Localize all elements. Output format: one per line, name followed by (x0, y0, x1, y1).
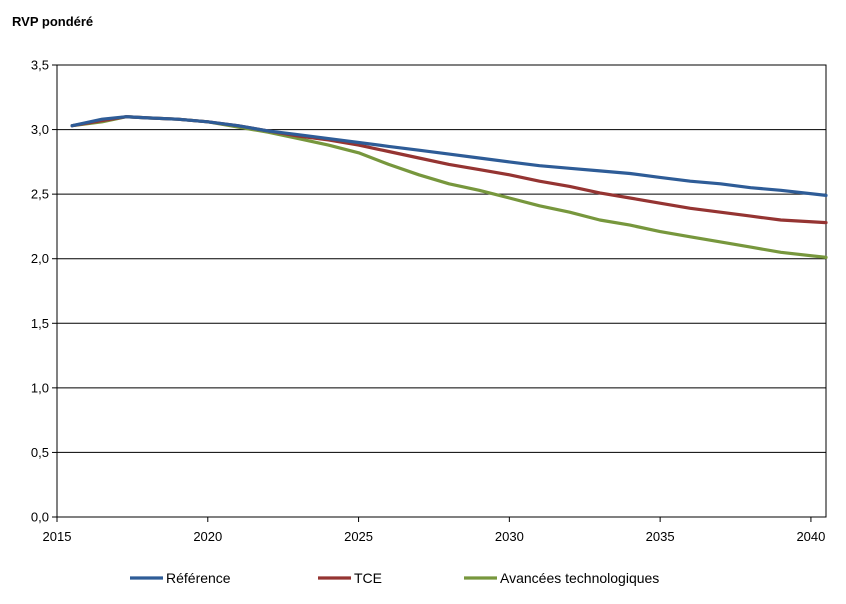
y-tick-label: 2,5 (31, 187, 49, 202)
x-tick-label: 2015 (43, 529, 72, 544)
x-axis: 2015 2020 2025 2030 2035 2040 (43, 517, 825, 544)
legend-item: Avancées technologiques (464, 570, 659, 586)
y-tick-label: 3,0 (31, 122, 49, 137)
y-tick-label: 1,0 (31, 380, 49, 395)
legend: Référence TCE Avancées technologiques (130, 570, 659, 586)
series-line-tce (70, 115, 828, 225)
plot-area (56, 64, 827, 518)
legend-label: TCE (354, 570, 382, 586)
series-lines (70, 115, 828, 259)
x-tick-label: 2030 (495, 529, 524, 544)
series-line-r-f-rence (70, 115, 828, 197)
x-tick-label: 2025 (344, 529, 373, 544)
y-tick-label: 0,5 (31, 445, 49, 460)
legend-label: Référence (166, 570, 231, 586)
y-tick-label: 0,0 (31, 510, 49, 525)
legend-item: Référence (130, 570, 231, 586)
legend-label: Avancées technologiques (500, 570, 659, 586)
y-tick-label: 2,0 (31, 251, 49, 266)
x-tick-label: 2020 (193, 529, 222, 544)
gridlines (57, 129, 826, 453)
series-line-avanc-es-technologiques (70, 115, 828, 259)
y-tick-label: 3,5 (31, 58, 49, 73)
legend-item: TCE (318, 570, 382, 586)
x-tick-label: 2040 (796, 529, 825, 544)
x-tick-label: 2035 (646, 529, 675, 544)
y-tick-label: 1,5 (31, 316, 49, 331)
y-axis: 0,0 0,5 1,0 1,5 2,0 2,5 3,0 3,5 (31, 58, 57, 525)
y-axis-title: RVP pondéré (12, 14, 93, 29)
